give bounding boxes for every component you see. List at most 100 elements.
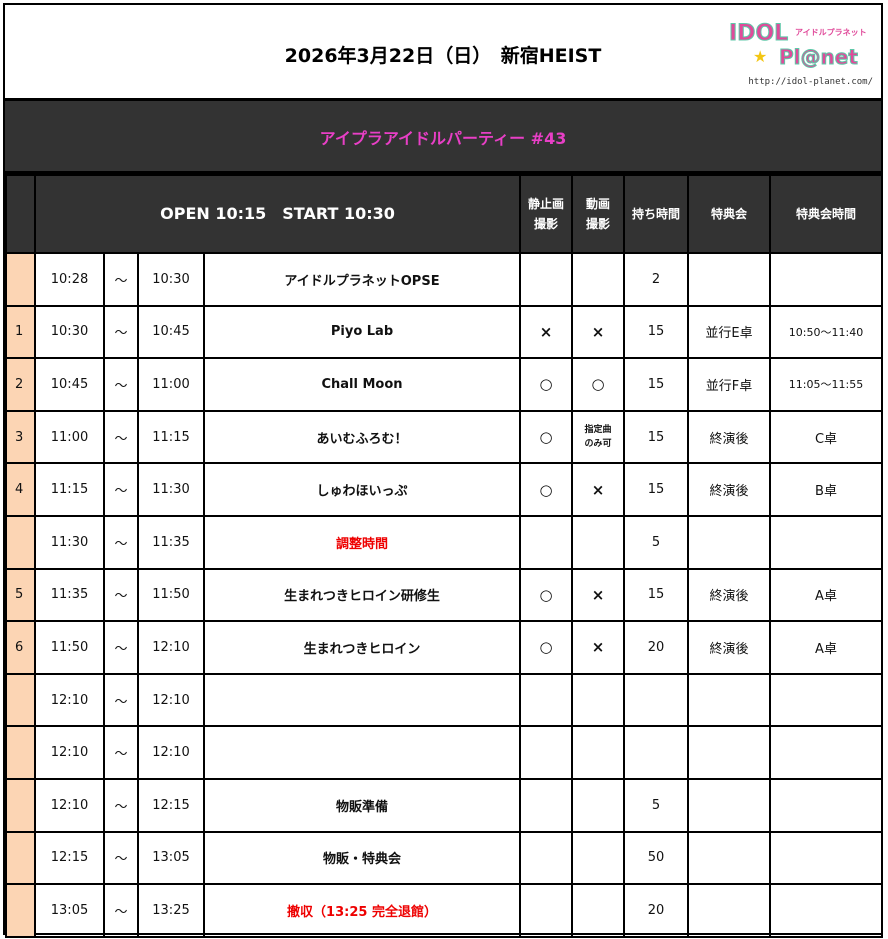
benefit-event [687,883,771,938]
event-title: アイプラアイドルパーティー #43 [319,129,567,148]
row-number: 4 [5,462,36,517]
performer-name: Piyo Lab [203,304,521,360]
benefit-event [687,777,771,833]
duration: 20 [623,883,689,938]
video-allowed: × [571,567,625,623]
benefit-time: C卓 [769,409,883,465]
benefit-time [769,830,883,886]
table-row: 12:15 ～ 13:05 物販・特典会 50 [5,830,883,886]
tilde: ～ [103,252,139,307]
duration: 5 [623,514,689,570]
title-bar: 2026年3月22日（日） 新宿HEIST IDOL アイドルプラネット ★ P… [5,5,881,101]
start-time: 11:30 [34,514,105,570]
video-allowed: ○ [571,357,625,412]
header-video-line2: 撮影 [585,217,610,231]
performer-name: 物販・特典会 [203,830,521,886]
row-number: 3 [5,409,36,465]
start-time: 11:15 [34,462,105,517]
table-row: 1 10:30 ～ 10:45 Piyo Lab × × 15 並行E卓 10:50～11:40 [5,304,883,360]
end-time: 12:10 [137,672,205,728]
benefit-time [769,883,883,938]
benefit-event: 終演後 [687,409,771,465]
table-row: 12:10 ～ 12:10 [5,725,883,780]
benefit-event [687,252,771,307]
table-row: 12:10 ～ 12:10 [5,672,883,728]
start-time: 12:10 [34,725,105,780]
video-allowed: × [571,462,625,517]
event-bar: アイプラアイドルパーティー #43 [5,101,881,174]
table-row: 12:10 ～ 12:15 物販準備 5 [5,777,883,833]
photo-allowed: ○ [519,620,573,675]
row-number [5,777,36,833]
start-time: 10:28 [34,252,105,307]
photo-allowed [519,252,573,307]
header-video-line1: 動画 [585,197,610,211]
page-title: 2026年3月22日（日） 新宿HEIST [284,45,602,67]
benefit-time [769,725,883,780]
benefit-event: 終演後 [687,462,771,517]
duration: 15 [623,357,689,412]
benefit-time: 10:50～11:40 [769,304,883,360]
logo-idol: IDOL [728,21,789,47]
benefit-time: A卓 [769,620,883,675]
end-time: 10:30 [137,252,205,307]
logo-subtext: アイドルプラネット [795,28,867,37]
performer-name: 生まれつきヒロイン研修生 [203,567,521,623]
tilde: ～ [103,462,139,517]
video-allowed: × [571,304,625,360]
open-start-time: OPEN 10:15 START 10:30 [34,174,521,254]
photo-allowed: ○ [519,567,573,623]
table-row: 13:05 ～ 13:25 撤収（13:25 完全退館） 20 [5,883,883,938]
schedule-sheet: 2026年3月22日（日） 新宿HEIST IDOL アイドルプラネット ★ P… [3,3,883,938]
tilde: ～ [103,883,139,938]
benefit-event: 終演後 [687,567,771,623]
video-allowed [571,514,625,570]
row-number [5,830,36,886]
row-number [5,252,36,307]
idol-planet-logo: IDOL アイドルプラネット ★ Pl@net http://idol-plan… [723,19,873,91]
video-allowed: × [571,620,625,675]
logo-planet: Pl@net [779,45,859,70]
row-number [5,725,36,780]
tilde: ～ [103,620,139,675]
photo-allowed [519,514,573,570]
tilde: ～ [103,304,139,360]
tilde: ～ [103,777,139,833]
photo-allowed [519,883,573,938]
start-time: 11:35 [34,567,105,623]
header-duration: 持ち時間 [623,174,689,254]
benefit-event: 終演後 [687,620,771,675]
benefit-time [769,252,883,307]
video-allowed: 指定曲 のみ可 [571,409,625,465]
end-time: 10:45 [137,304,205,360]
performer-name: あいむふろむ！ [203,409,521,465]
start-time: 13:05 [34,883,105,938]
benefit-time [769,672,883,728]
tilde: ～ [103,830,139,886]
photo-allowed: ○ [519,357,573,412]
row-number [5,672,36,728]
benefit-time: A卓 [769,567,883,623]
table-row: 5 11:35 ～ 11:50 生まれつきヒロイン研修生 ○ × 15 終演後 A卓 [5,567,883,623]
duration: 15 [623,567,689,623]
photo-allowed [519,777,573,833]
duration [623,672,689,728]
benefit-time [769,514,883,570]
duration: 5 [623,777,689,833]
header-photo-line2: 撮影 [533,217,558,231]
duration: 15 [623,462,689,517]
table-row: 11:30 ～ 11:35 調整時間 5 [5,514,883,570]
benefit-event [687,672,771,728]
tilde: ～ [103,409,139,465]
performer-name: Chall Moon [203,357,521,412]
duration: 2 [623,252,689,307]
tilde: ～ [103,357,139,412]
photo-allowed [519,672,573,728]
header-photo-line1: 静止画 [527,197,564,211]
row-number [5,514,36,570]
start-time: 12:10 [34,672,105,728]
end-time: 11:30 [137,462,205,517]
header-video: 動画 撮影 [571,174,625,254]
photo-allowed: × [519,304,573,360]
benefit-event [687,830,771,886]
